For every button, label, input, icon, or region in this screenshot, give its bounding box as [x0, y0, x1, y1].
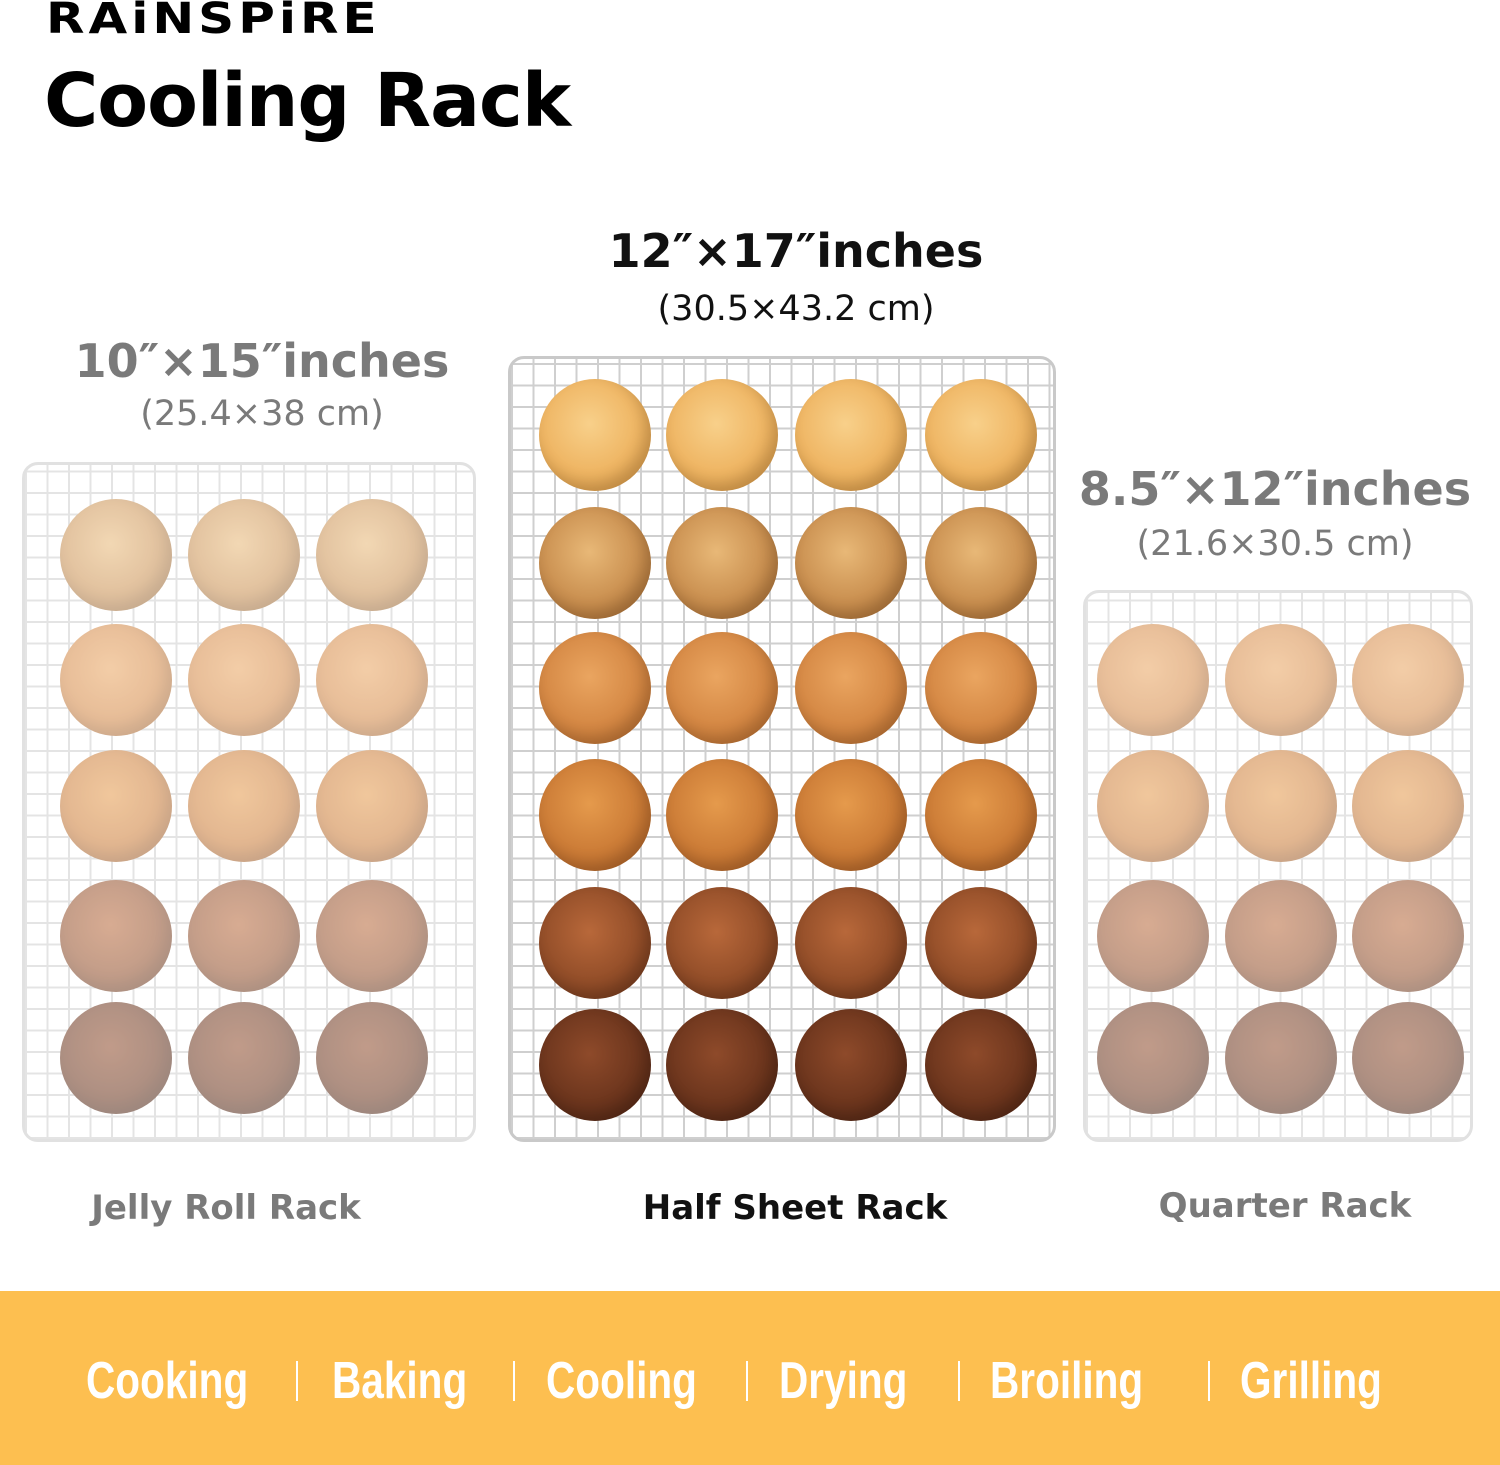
use-cooking: Cooking — [86, 1352, 249, 1410]
cookie — [666, 887, 778, 999]
cookie — [666, 507, 778, 619]
cookie — [539, 759, 651, 871]
cookie — [188, 1002, 300, 1114]
cookie — [666, 632, 778, 744]
cookie — [795, 887, 907, 999]
cookie — [539, 632, 651, 744]
cookie — [539, 507, 651, 619]
cookie — [1225, 750, 1337, 862]
cookie — [188, 624, 300, 736]
cookie — [60, 1002, 172, 1114]
cookie — [1352, 750, 1464, 862]
cookie — [925, 632, 1037, 744]
cookie — [795, 507, 907, 619]
rack-size-jelly-roll: 10″×15″inches — [74, 334, 450, 388]
rack-jelly-roll — [22, 462, 476, 1142]
cookie — [1097, 880, 1209, 992]
divider — [296, 1361, 298, 1401]
cookie — [925, 1009, 1037, 1121]
cookie — [1225, 880, 1337, 992]
cookie — [60, 880, 172, 992]
cookie — [1352, 1002, 1464, 1114]
cookie — [539, 887, 651, 999]
cookie — [1225, 1002, 1337, 1114]
rack-name-quarter: Quarter Rack — [1158, 1186, 1412, 1226]
cookie — [316, 1002, 428, 1114]
rack-size-half-sheet: 12″×17″inches — [608, 224, 984, 278]
cookie — [925, 507, 1037, 619]
use-broiling: Broiling — [990, 1352, 1144, 1410]
cookie — [316, 880, 428, 992]
cookie — [316, 499, 428, 611]
cookie — [60, 624, 172, 736]
use-grilling: Grilling — [1240, 1352, 1382, 1410]
rack-metric-jelly-roll: (25.4×38 cm) — [140, 394, 384, 434]
page-title: Cooling Rack — [44, 58, 571, 144]
cookie — [1352, 880, 1464, 992]
rack-quarter — [1083, 590, 1473, 1142]
cookie — [60, 750, 172, 862]
use-cooling: Cooling — [546, 1352, 697, 1410]
cookie — [795, 379, 907, 491]
use-drying: Drying — [779, 1352, 908, 1410]
cookie — [539, 1009, 651, 1121]
uses-banner: Cooking Baking Cooling Drying Broiling G… — [0, 1291, 1500, 1465]
cookie — [188, 750, 300, 862]
rack-metric-quarter: (21.6×30.5 cm) — [1136, 524, 1414, 564]
cookie — [925, 887, 1037, 999]
divider — [746, 1361, 748, 1401]
rack-metric-half-sheet: (30.5×43.2 cm) — [657, 289, 935, 329]
cookie — [925, 759, 1037, 871]
cookie — [1352, 624, 1464, 736]
cookie — [925, 379, 1037, 491]
divider — [958, 1361, 960, 1401]
cookie — [1097, 750, 1209, 862]
brand-logo: RAiNSPiRE — [46, 0, 381, 44]
cookie — [666, 379, 778, 491]
cookie — [188, 880, 300, 992]
divider — [513, 1361, 515, 1401]
cookie — [795, 1009, 907, 1121]
cookie — [1097, 1002, 1209, 1114]
cookie — [60, 499, 172, 611]
rack-name-jelly-roll: Jelly Roll Rack — [91, 1188, 361, 1228]
cookie — [316, 624, 428, 736]
cookie — [316, 750, 428, 862]
cookie — [188, 499, 300, 611]
rack-name-half-sheet: Half Sheet Rack — [642, 1188, 948, 1228]
rack-size-quarter: 8.5″×12″inches — [1078, 462, 1472, 516]
cookie — [666, 759, 778, 871]
divider — [1208, 1361, 1210, 1401]
cookie — [1097, 624, 1209, 736]
cookie — [1225, 624, 1337, 736]
rack-half-sheet — [508, 356, 1056, 1142]
cookie — [666, 1009, 778, 1121]
cookie — [539, 379, 651, 491]
cookie — [795, 759, 907, 871]
use-baking: Baking — [332, 1352, 468, 1410]
cookie — [795, 632, 907, 744]
